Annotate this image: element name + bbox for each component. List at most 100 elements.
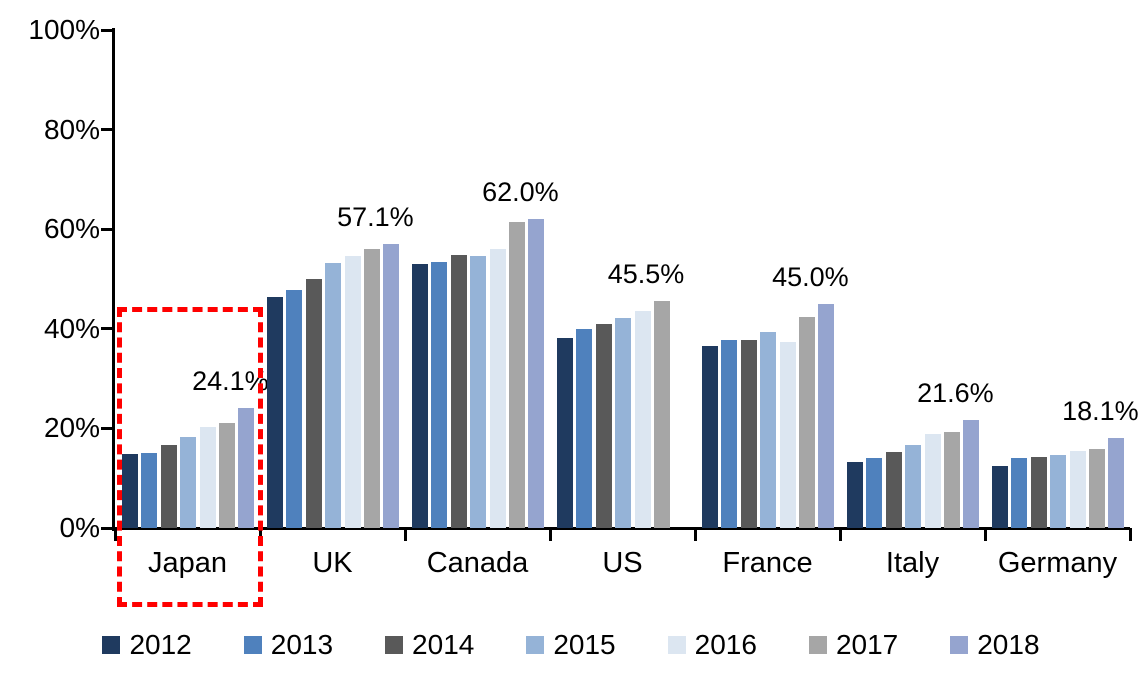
bar-japan-2014 [160, 445, 177, 528]
x-axis-category-label-uk: UK [312, 547, 353, 579]
bar-germany-2014 [1030, 456, 1047, 528]
legend-label-2016: 2016 [694, 629, 757, 660]
data-label-us: 45.5% [607, 259, 685, 290]
y-axis-tick [101, 128, 113, 132]
x-axis-tick [403, 528, 407, 541]
bar-italy-2016 [924, 433, 941, 528]
legend: 2012 2013 2014 2015 2016 2017 2018 [0, 630, 1142, 660]
legend-item-2013: 2013 [243, 629, 334, 660]
bar-france-2017 [799, 317, 815, 528]
x-axis-tick [983, 528, 987, 541]
legend-label-2014: 2014 [412, 629, 475, 660]
bar-italy-2015 [905, 444, 922, 528]
y-axis-tick-label: 20% [43, 412, 100, 444]
bar-italy-2018 [963, 420, 980, 528]
bar-us-2015 [615, 318, 632, 528]
y-axis-tick [101, 28, 113, 32]
highlight-box-japan [117, 307, 263, 607]
data-label-italy: 21.6% [917, 378, 994, 409]
bar-italy-2013 [866, 458, 883, 528]
bar-italy-2012 [847, 462, 863, 528]
legend-item-2012: 2012 [102, 629, 192, 660]
x-axis-tick [1128, 528, 1132, 541]
bar-italy-2017 [944, 432, 960, 528]
x-axis-category-label-germany: Germany [997, 547, 1118, 579]
bar-us-2016 [634, 310, 651, 528]
bar-france-2018 [818, 303, 835, 528]
bar-canada-2017 [509, 221, 525, 528]
x-axis-category-label-japan: Japan [147, 547, 227, 579]
bar-france-2013 [721, 339, 738, 528]
bar-japan-2015 [180, 436, 197, 528]
bar-japan-2018 [238, 407, 255, 528]
legend-item-2016: 2016 [667, 629, 757, 660]
bar-france-2014 [740, 340, 757, 528]
legend-marker-2013 [243, 636, 262, 654]
y-axis-tick-label: 40% [43, 312, 100, 344]
x-axis-category-label-italy: Italy [885, 547, 940, 579]
y-axis-tick [101, 426, 113, 430]
data-label-france: 45.0% [772, 261, 849, 292]
bar-germany-2015 [1050, 455, 1067, 528]
legend-label-2013: 2013 [270, 629, 334, 660]
x-axis-category-label-france: France [722, 547, 813, 579]
y-axis-line [112, 28, 115, 531]
y-axis-tick [101, 227, 113, 231]
bar-japan-2012 [122, 454, 138, 528]
bar-uk-2017 [364, 249, 380, 528]
x-axis-category-label-canada: Canada [426, 547, 529, 579]
legend-label-2018: 2018 [977, 629, 1040, 660]
bar-germany-2017 [1089, 449, 1105, 528]
bar-uk-2014 [305, 279, 322, 528]
x-axis-category-label-us: US [602, 547, 643, 579]
legend-label-2012: 2012 [129, 629, 192, 660]
x-axis-line [112, 526, 1130, 530]
y-axis-tick [101, 327, 113, 331]
data-label-canada: 62.0% [482, 177, 559, 208]
bar-germany-2013 [1011, 457, 1028, 528]
legend-item-2017: 2017 [808, 629, 899, 660]
legend-marker-2014 [385, 636, 404, 654]
legend-marker-2018 [950, 636, 969, 654]
bar-uk-2016 [344, 256, 361, 528]
bar-canada-2012 [412, 264, 428, 528]
bar-uk-2012 [267, 297, 283, 528]
bar-france-2015 [760, 332, 777, 528]
bar-italy-2014 [885, 451, 902, 528]
legend-label-2017: 2017 [835, 629, 899, 660]
bar-uk-2018 [383, 243, 400, 528]
y-axis-tick-label: 100% [28, 14, 100, 45]
legend-item-2014: 2014 [385, 630, 474, 660]
bar-japan-2017 [219, 422, 235, 528]
bar-us-2017 [654, 301, 670, 528]
bar-us-2014 [595, 323, 612, 528]
x-axis-tick [838, 528, 842, 541]
x-axis-tick [693, 528, 697, 541]
legend-marker-2012 [102, 636, 121, 654]
bar-canada-2014 [450, 255, 467, 528]
legend-item-2015: 2015 [526, 629, 616, 660]
y-axis-tick-label: 0% [59, 512, 100, 543]
bar-canada-2015 [470, 256, 487, 528]
data-label-japan: 24.1% [192, 365, 269, 396]
bar-canada-2018 [528, 219, 545, 528]
legend-marker-2016 [667, 636, 686, 654]
bar-germany-2012 [992, 465, 1008, 528]
bar-us-2012 [557, 337, 573, 528]
bar-uk-2013 [286, 289, 303, 528]
legend-label-2015: 2015 [553, 629, 616, 660]
data-label-uk: 57.1% [337, 201, 414, 232]
y-axis-tick-label: 60% [43, 213, 100, 245]
y-axis-tick [101, 526, 113, 530]
bar-france-2016 [779, 342, 796, 528]
bar-germany-2016 [1069, 451, 1086, 528]
bar-germany-2018 [1108, 437, 1125, 528]
data-label-germany: 18.1% [1062, 395, 1139, 426]
bar-japan-2013 [141, 453, 158, 528]
bar-france-2012 [702, 346, 718, 528]
bar-canada-2016 [489, 248, 506, 528]
x-axis-tick [548, 528, 552, 541]
y-axis-tick-label: 80% [43, 113, 100, 145]
bar-uk-2015 [325, 262, 342, 528]
